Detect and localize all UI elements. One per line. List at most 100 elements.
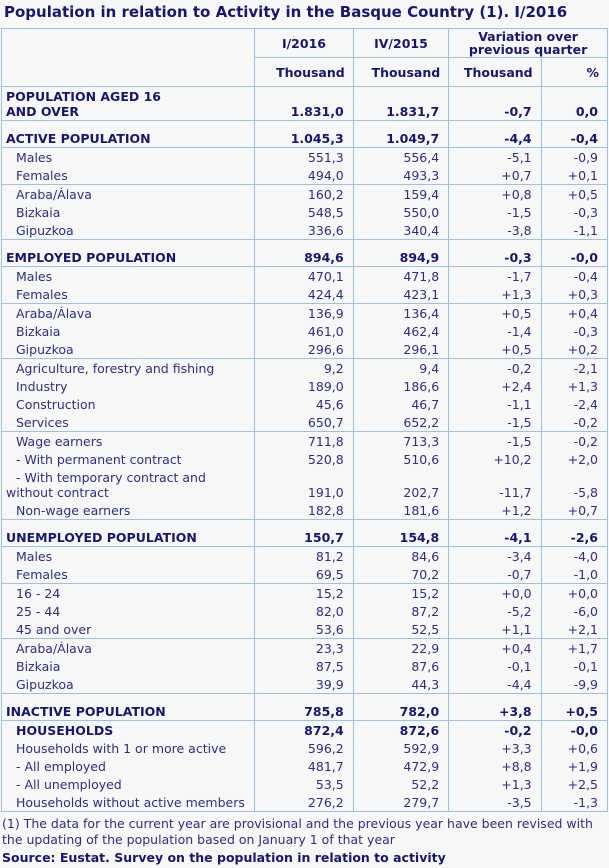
table-header: I/2016 IV/2015 Variation over previous q… [2, 28, 608, 87]
table-row: Wage earners 711,8 713,3 -1,5 -0,2 [1, 431, 608, 450]
table-row: Services 650,7 652,2 -1,5 -0,2 [2, 413, 608, 432]
value-cell: 296,1 [352, 340, 449, 359]
table-row: ACTIVE POPULATION 1.045,3 1.049,7 -4,4 -0,4 [1, 120, 608, 148]
value-cell: +2,0 [540, 450, 608, 468]
table-row: - With temporary contract and without con… [2, 468, 608, 501]
value-cell: 53,5 [254, 775, 354, 793]
table-row: EMPLOYED POPULATION 894,6 894,9 -0,3 -0,0 [1, 239, 608, 267]
table-row: Females 494,0 493,3 +0,7 +0,1 [2, 166, 608, 185]
value-cell: -0,1 [540, 657, 608, 675]
table-row: INACTIVE POPULATION 785,8 782,0 +3,8 +0,5 [1, 693, 608, 721]
value-cell: -1,0 [540, 565, 608, 584]
value-cell: +0,5 [448, 340, 542, 359]
value-cell: 181,6 [352, 501, 449, 520]
value-cell: 202,7 [352, 468, 449, 501]
table-row: Bizkaia 548,5 550,0 -1,5 -0,3 [2, 203, 608, 221]
value-cell: 551,3 [254, 147, 354, 166]
value-cell: +2,1 [540, 620, 608, 639]
value-cell: -0,7 [448, 565, 542, 584]
value-cell: -1,1 [540, 221, 608, 240]
value-cell: -0,4 [540, 266, 608, 285]
value-cell: 136,9 [254, 303, 354, 322]
row-label: Bizkaia [16, 205, 61, 220]
value-cell: 87,6 [352, 657, 449, 675]
value-cell: 471,8 [352, 266, 449, 285]
value-cell: 189,0 [254, 377, 354, 395]
row-label: Gipuzkoa [16, 677, 74, 692]
value-cell: 782,0 [352, 693, 449, 721]
unit-header-thousand-1: Thousand [254, 57, 354, 87]
value-cell: +0,7 [448, 166, 542, 185]
value-cell: +2,5 [540, 775, 608, 793]
table-row: Gipuzkoa 336,6 340,4 -3,8 -1,1 [2, 221, 608, 240]
value-cell: +0,0 [448, 583, 542, 602]
row-label: Bizkaia [16, 324, 61, 339]
table-row: Araba/Álava 160,2 159,4 +0,8 +0,5 [1, 184, 608, 203]
row-label: Araba/Álava [1, 303, 255, 322]
table-row: Gipuzkoa 296,6 296,1 +0,5 +0,2 [2, 340, 608, 359]
value-cell: 46,7 [352, 395, 449, 413]
row-label: Households with 1 or more active [16, 741, 227, 756]
table-row: 25 - 44 82,0 87,2 -5,2 -6,0 [2, 602, 608, 620]
value-cell: -5,8 [540, 468, 608, 501]
value-cell: 548,5 [254, 203, 354, 221]
table-row: Gipuzkoa 39,9 44,3 -4,4 -9,9 [2, 675, 608, 694]
row-label: Wage earners [1, 431, 255, 450]
value-cell: 69,5 [254, 565, 354, 584]
value-cell: +0,5 [448, 303, 542, 322]
value-cell: 336,6 [254, 221, 354, 240]
value-cell: +2,4 [448, 377, 542, 395]
row-label: - With temporary contract and without con… [6, 470, 206, 500]
value-cell: 550,0 [352, 203, 449, 221]
row-label: - With permanent contract [16, 452, 182, 467]
value-cell: 23,3 [254, 638, 354, 657]
value-cell: +0,1 [540, 166, 608, 185]
value-cell: -1,5 [448, 431, 542, 450]
value-cell: 481,7 [254, 757, 354, 775]
value-cell: -4,4 [448, 120, 542, 148]
value-cell: -0,9 [540, 147, 608, 166]
population-activity-table: I/2016 IV/2015 Variation over previous q… [1, 28, 608, 812]
row-label: Females [16, 287, 68, 302]
value-cell: 84,6 [352, 546, 449, 565]
value-cell: -1,5 [448, 203, 542, 221]
value-cell: 186,6 [352, 377, 449, 395]
value-cell: +8,8 [448, 757, 542, 775]
value-cell: 1.831,7 [352, 86, 449, 121]
value-cell: 9,2 [254, 358, 354, 377]
value-cell: -0,2 [448, 358, 542, 377]
value-cell: -5,2 [448, 602, 542, 620]
value-cell: -0,7 [448, 86, 542, 121]
table-row: Araba/Álava 23,3 22,9 +0,4 +1,7 [1, 638, 608, 657]
value-cell: -0,0 [540, 720, 608, 739]
value-cell: 894,6 [254, 239, 354, 267]
row-label: Araba/Álava [1, 638, 255, 657]
value-cell: -4,1 [448, 519, 542, 547]
page-title: Population in relation to Activity in th… [4, 3, 568, 21]
value-cell: 340,4 [352, 221, 449, 240]
table-row: Bizkaia 87,5 87,6 -0,1 -0,1 [2, 657, 608, 675]
value-cell: 15,2 [352, 583, 449, 602]
value-cell: 493,3 [352, 166, 449, 185]
value-cell: 0,0 [540, 86, 608, 121]
value-cell: +1,3 [448, 285, 542, 304]
row-label: Construction [16, 397, 96, 412]
row-label: Araba/Álava [1, 184, 255, 203]
table-row: Females 424,4 423,1 +1,3 +0,3 [2, 285, 608, 304]
value-cell: +0,3 [540, 285, 608, 304]
value-cell: +1,9 [540, 757, 608, 775]
value-cell: 785,8 [254, 693, 354, 721]
table-row: - With permanent contract 520,8 510,6 +10,2… [2, 450, 608, 468]
table-row: Industry 189,0 186,6 +2,4 +1,3 [2, 377, 608, 395]
value-cell: 872,6 [352, 720, 449, 739]
value-cell: 461,0 [254, 322, 354, 340]
value-cell: +0,7 [540, 501, 608, 520]
value-cell: -0,2 [540, 431, 608, 450]
row-label: Gipuzkoa [16, 342, 74, 357]
table-body: POPULATION AGED 16 AND OVER 1.831,0 1.831,7… [1, 86, 608, 812]
col-header-previous-quarter: IV/2015 [352, 28, 449, 58]
row-label: Bizkaia [16, 659, 61, 674]
value-cell: 15,2 [254, 583, 354, 602]
row-label: 25 - 44 [16, 604, 61, 619]
value-cell: 136,4 [352, 303, 449, 322]
